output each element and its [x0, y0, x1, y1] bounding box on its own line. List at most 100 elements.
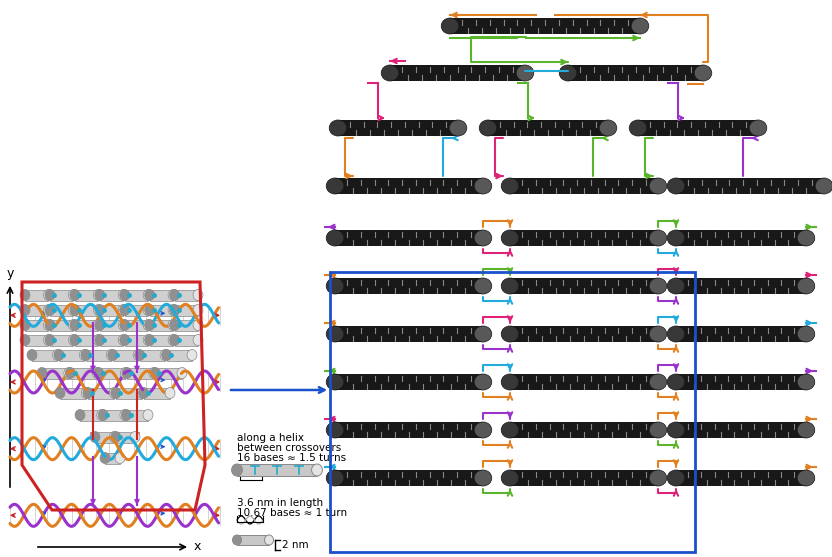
- Ellipse shape: [66, 368, 75, 379]
- Bar: [50, 305, 73, 315]
- Ellipse shape: [161, 349, 171, 360]
- Ellipse shape: [43, 290, 53, 300]
- Ellipse shape: [20, 335, 30, 345]
- Ellipse shape: [137, 388, 147, 398]
- Ellipse shape: [193, 290, 203, 300]
- Bar: [237, 464, 317, 476]
- Ellipse shape: [667, 374, 685, 390]
- Bar: [175, 290, 198, 300]
- Ellipse shape: [143, 290, 153, 300]
- Ellipse shape: [93, 305, 103, 315]
- Ellipse shape: [52, 349, 62, 360]
- Bar: [100, 290, 123, 300]
- Ellipse shape: [109, 388, 119, 398]
- Ellipse shape: [120, 335, 130, 345]
- Ellipse shape: [474, 470, 492, 486]
- Bar: [75, 335, 98, 345]
- Ellipse shape: [20, 290, 30, 300]
- Bar: [390, 65, 525, 81]
- Ellipse shape: [631, 18, 649, 34]
- Bar: [175, 320, 198, 330]
- Ellipse shape: [474, 422, 492, 438]
- Bar: [638, 120, 758, 136]
- Bar: [335, 326, 483, 342]
- Bar: [80, 409, 102, 421]
- Bar: [75, 320, 98, 330]
- Ellipse shape: [143, 409, 153, 421]
- Bar: [510, 278, 658, 294]
- Bar: [510, 470, 658, 486]
- Bar: [100, 335, 123, 345]
- Ellipse shape: [326, 278, 344, 294]
- Ellipse shape: [68, 320, 78, 330]
- Ellipse shape: [37, 368, 47, 379]
- Bar: [75, 290, 98, 300]
- Ellipse shape: [81, 349, 91, 360]
- Ellipse shape: [649, 326, 666, 342]
- Ellipse shape: [70, 320, 80, 330]
- Ellipse shape: [64, 368, 74, 379]
- Ellipse shape: [143, 305, 153, 315]
- Ellipse shape: [135, 349, 145, 360]
- Ellipse shape: [168, 305, 178, 315]
- Ellipse shape: [667, 178, 685, 194]
- Ellipse shape: [501, 326, 519, 342]
- Ellipse shape: [193, 305, 203, 315]
- Text: y: y: [7, 267, 13, 280]
- Ellipse shape: [82, 388, 92, 398]
- Ellipse shape: [501, 422, 519, 438]
- Ellipse shape: [667, 278, 685, 294]
- Ellipse shape: [187, 349, 197, 360]
- Ellipse shape: [168, 290, 178, 300]
- Ellipse shape: [165, 388, 175, 398]
- Bar: [144, 388, 170, 398]
- Ellipse shape: [79, 349, 89, 360]
- Ellipse shape: [749, 120, 767, 136]
- Bar: [156, 368, 182, 379]
- Bar: [127, 368, 154, 379]
- Bar: [42, 368, 69, 379]
- Ellipse shape: [83, 388, 93, 398]
- Ellipse shape: [326, 470, 344, 486]
- Ellipse shape: [232, 535, 241, 545]
- Ellipse shape: [68, 290, 78, 300]
- Ellipse shape: [649, 230, 666, 246]
- Ellipse shape: [100, 452, 110, 463]
- Ellipse shape: [177, 368, 187, 379]
- Ellipse shape: [108, 349, 117, 360]
- Bar: [125, 320, 148, 330]
- Bar: [676, 326, 806, 342]
- Ellipse shape: [43, 335, 53, 345]
- Ellipse shape: [231, 464, 242, 476]
- Ellipse shape: [149, 368, 159, 379]
- Ellipse shape: [326, 422, 344, 438]
- Ellipse shape: [599, 120, 617, 136]
- Ellipse shape: [797, 470, 815, 486]
- Ellipse shape: [474, 278, 492, 294]
- Ellipse shape: [145, 320, 155, 330]
- Bar: [335, 178, 483, 194]
- Bar: [450, 18, 640, 34]
- Ellipse shape: [815, 178, 832, 194]
- Ellipse shape: [54, 349, 64, 360]
- Bar: [510, 326, 658, 342]
- Ellipse shape: [95, 335, 105, 345]
- Bar: [32, 349, 57, 360]
- Bar: [510, 230, 658, 246]
- Ellipse shape: [111, 388, 121, 398]
- Ellipse shape: [441, 18, 458, 34]
- Ellipse shape: [326, 326, 344, 342]
- Ellipse shape: [649, 422, 666, 438]
- Ellipse shape: [70, 335, 80, 345]
- Text: 10.67 bases ≈ 1 turn: 10.67 bases ≈ 1 turn: [237, 508, 347, 518]
- Bar: [100, 320, 123, 330]
- Ellipse shape: [95, 290, 105, 300]
- Ellipse shape: [649, 278, 666, 294]
- Ellipse shape: [43, 320, 53, 330]
- Bar: [150, 290, 173, 300]
- Ellipse shape: [120, 290, 130, 300]
- Bar: [166, 349, 192, 360]
- Ellipse shape: [168, 320, 178, 330]
- Ellipse shape: [45, 320, 55, 330]
- Ellipse shape: [70, 290, 80, 300]
